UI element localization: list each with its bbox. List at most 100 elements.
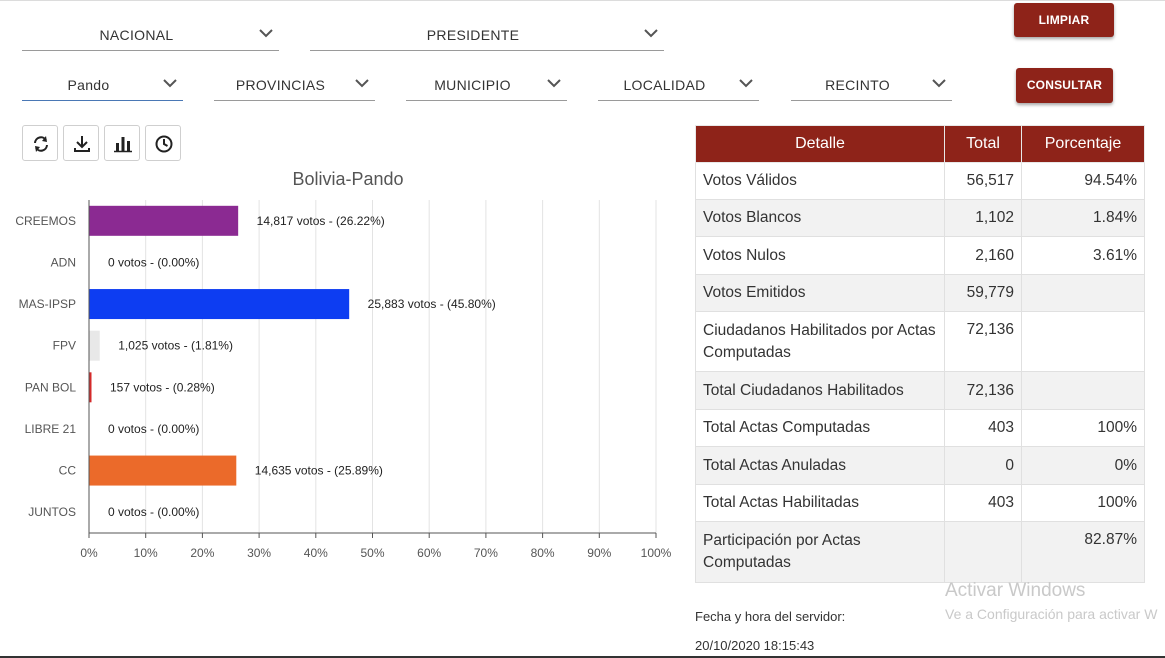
x-tick-label: 90% — [587, 546, 611, 560]
percentage-cell — [1021, 274, 1145, 312]
table-row: Total Actas Habilitadas 403 100% — [695, 484, 1145, 522]
x-tick-label: 70% — [474, 546, 498, 560]
percentage-cell: 94.54% — [1021, 162, 1145, 200]
table-row: Total Actas Anuladas 0 0% — [695, 446, 1145, 485]
x-tick-label: 100% — [641, 546, 672, 560]
table-row: Ciudadanos Habilitados por Actas Computa… — [695, 311, 1145, 372]
category-label: CREEMOS — [15, 214, 76, 228]
category-label: CC — [59, 464, 77, 478]
detail-cell: Ciudadanos Habilitados por Actas Computa… — [695, 311, 945, 372]
chevron-down-icon — [644, 29, 658, 38]
top-divider — [0, 0, 1165, 3]
municipality-select-value: MUNICIPIO — [434, 77, 511, 93]
total-cell: 403 — [944, 484, 1022, 522]
col-header-total: Total — [944, 125, 1022, 163]
windows-watermark-subtitle: Ve a Configuración para activar W — [945, 606, 1158, 622]
category-label: ADN — [51, 255, 76, 269]
table-row: Votos Nulos 2,160 3.61% — [695, 236, 1145, 275]
bar — [89, 330, 100, 361]
percentage-cell: 0% — [1021, 446, 1145, 485]
department-select[interactable]: Pando — [22, 72, 183, 101]
percentage-cell: 100% — [1021, 409, 1145, 447]
detail-cell: Total Actas Anuladas — [695, 446, 945, 485]
total-cell: 72,136 — [944, 371, 1022, 410]
venue-select-value: RECINTO — [825, 77, 890, 93]
scope-select[interactable]: NACIONAL — [22, 22, 279, 51]
category-label: LIBRE 21 — [25, 422, 77, 436]
data-label: 25,883 votos - (45.80%) — [368, 297, 496, 311]
download-icon — [74, 136, 90, 152]
detail-cell: Total Actas Habilitadas — [695, 484, 945, 522]
data-label: 157 votos - (0.28%) — [110, 380, 215, 394]
chart-button[interactable] — [104, 125, 140, 161]
chevron-down-icon — [355, 79, 369, 88]
data-label: 0 votos - (0.00%) — [108, 505, 199, 519]
category-label: MAS-IPSP — [19, 297, 76, 311]
chevron-down-icon — [163, 79, 177, 88]
refresh-icon — [34, 136, 48, 152]
data-label: 0 votos - (0.00%) — [108, 422, 199, 436]
percentage-cell — [1021, 311, 1145, 372]
total-cell: 59,779 — [944, 274, 1022, 312]
data-label: 0 votos - (0.00%) — [108, 255, 199, 269]
data-label: 14,817 votos - (26.22%) — [257, 214, 385, 228]
total-cell: 72,136 — [944, 311, 1022, 372]
refresh-button[interactable] — [22, 125, 58, 161]
total-cell: 56,517 — [944, 162, 1022, 200]
col-header-detail: Detalle — [695, 125, 945, 163]
election-select[interactable]: PRESIDENTE — [310, 22, 664, 51]
total-cell: 403 — [944, 409, 1022, 447]
total-cell — [944, 521, 1022, 583]
table-row: Total Ciudadanos Habilitados 72,136 — [695, 371, 1145, 410]
windows-watermark-title: Activar Windows — [945, 580, 1086, 601]
detail-cell: Total Ciudadanos Habilitados — [695, 371, 945, 410]
clear-button[interactable]: LIMPIAR — [1014, 3, 1114, 37]
bar — [89, 205, 239, 236]
detail-cell: Participación por Actas Computadas — [695, 521, 945, 583]
detail-cell: Votos Blancos — [695, 199, 945, 237]
x-tick-label: 40% — [304, 546, 328, 560]
table-row: Participación por Actas Computadas 82.87% — [695, 521, 1145, 583]
x-tick-label: 50% — [360, 546, 384, 560]
chevron-down-icon — [932, 79, 946, 88]
table-row: Total Actas Computadas 403 100% — [695, 409, 1145, 447]
locality-select[interactable]: LOCALIDAD — [598, 72, 759, 101]
category-label: FPV — [53, 339, 76, 353]
x-tick-label: 20% — [190, 546, 214, 560]
bar — [89, 372, 92, 403]
x-tick-label: 80% — [531, 546, 555, 560]
clock-icon — [155, 135, 173, 153]
bar — [89, 289, 350, 320]
chevron-down-icon — [547, 79, 561, 88]
query-button[interactable]: CONSULTAR — [1016, 68, 1113, 103]
x-tick-label: 0% — [80, 546, 98, 560]
locality-select-value: LOCALIDAD — [623, 77, 706, 93]
total-cell: 1,102 — [944, 199, 1022, 237]
table-row: Votos Válidos 56,517 94.54% — [695, 162, 1145, 200]
percentage-cell — [1021, 371, 1145, 410]
detail-cell: Votos Nulos — [695, 236, 945, 275]
venue-select[interactable]: RECINTO — [791, 72, 952, 101]
download-button[interactable] — [63, 125, 99, 161]
results-bar-chart: 0% 10% 20% 30% 40% 50% 60% 70% 80% 90% 100% CREEMOS… — [15, 200, 672, 560]
history-button[interactable] — [145, 125, 181, 161]
x-tick-label: 10% — [134, 546, 158, 560]
bar — [89, 455, 237, 486]
percentage-cell: 82.87% — [1021, 521, 1145, 583]
total-cell: 2,160 — [944, 236, 1022, 275]
category-label: JUNTOS — [28, 505, 76, 519]
scope-select-value: NACIONAL — [99, 27, 174, 43]
province-select-value: PROVINCIAS — [235, 77, 326, 93]
percentage-cell: 1.84% — [1021, 199, 1145, 237]
chevron-down-icon — [259, 29, 273, 38]
category-label: PAN BOL — [25, 380, 76, 394]
x-tick-label: 30% — [247, 546, 271, 560]
province-select[interactable]: PROVINCIAS — [214, 72, 375, 101]
table-row: Votos Blancos 1,102 1.84% — [695, 199, 1145, 237]
municipality-select[interactable]: MUNICIPIO — [406, 72, 567, 101]
x-tick-label: 60% — [417, 546, 441, 560]
detail-cell: Votos Válidos — [695, 162, 945, 200]
detail-cell: Votos Emitidos — [695, 274, 945, 312]
department-select-value: Pando — [67, 77, 110, 93]
percentage-cell: 3.61% — [1021, 236, 1145, 275]
